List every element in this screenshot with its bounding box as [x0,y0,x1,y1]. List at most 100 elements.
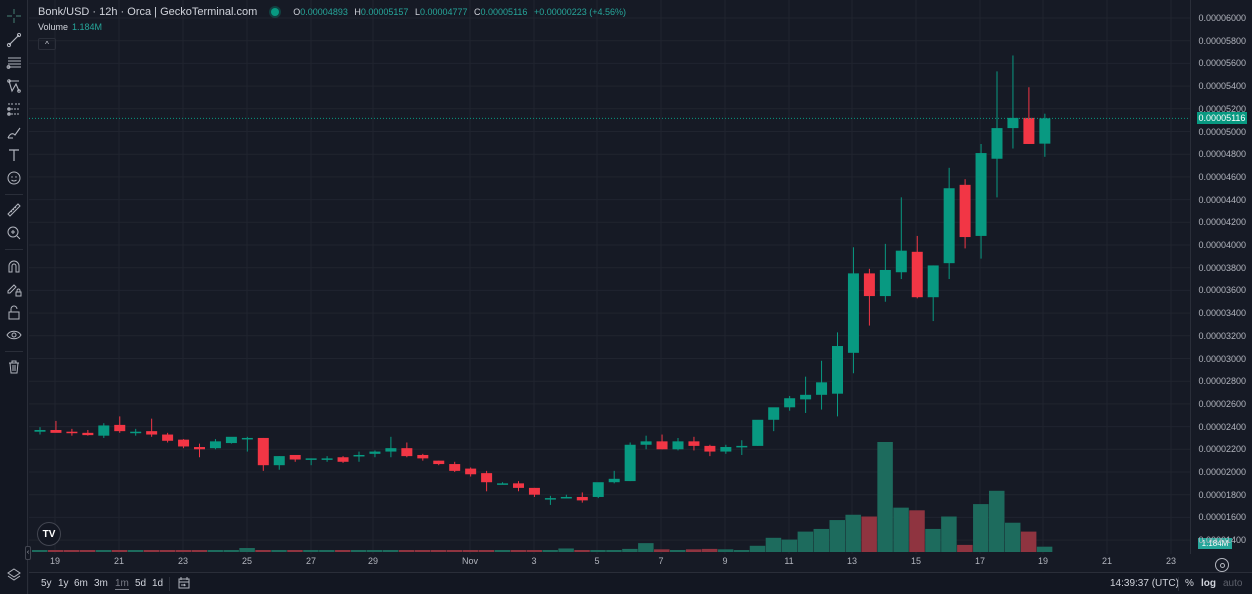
candle[interactable] [943,188,955,264]
candle[interactable] [401,448,413,457]
goto-date-icon[interactable] [177,576,191,594]
symbol-title[interactable]: Bonk/USD · 12h · Orca | GeckoTerminal.co… [38,6,258,18]
eye-icon[interactable] [4,325,24,345]
candle[interactable] [50,430,62,433]
candle[interactable] [528,487,540,495]
candle[interactable] [225,436,237,444]
settings-icon[interactable] [1215,558,1229,572]
candle[interactable] [369,451,381,454]
candle[interactable] [305,458,317,460]
candle[interactable] [353,454,365,457]
candle[interactable] [385,448,397,452]
collapse-toolbar-icon[interactable]: ‹ [25,546,31,560]
candle[interactable] [513,483,524,488]
candle[interactable] [1007,117,1019,129]
candle[interactable] [863,273,875,297]
candle[interactable] [497,483,509,485]
tradingview-logo[interactable]: TV [37,522,61,546]
candle[interactable] [800,394,812,400]
candle[interactable] [481,473,493,483]
range-5y-button[interactable]: 5y [41,578,52,589]
candle[interactable] [465,468,477,475]
candlestick-chart[interactable] [29,0,1190,554]
candle[interactable] [768,407,780,420]
emoji-icon[interactable] [4,168,24,188]
prediction-icon[interactable] [4,99,24,119]
range-3m-button[interactable]: 3m [94,578,108,589]
candle[interactable] [640,441,652,445]
candle[interactable] [417,454,429,459]
candle[interactable] [449,464,461,471]
text-icon[interactable] [4,145,24,165]
candle[interactable] [816,382,828,395]
candle[interactable] [975,153,987,236]
candle[interactable] [736,445,748,448]
candle[interactable] [576,496,588,501]
candle[interactable] [1039,118,1051,144]
candle[interactable] [257,437,269,466]
candle[interactable] [130,431,142,434]
candle[interactable] [241,437,253,440]
candle[interactable] [544,498,556,500]
candle[interactable] [704,445,716,452]
candle[interactable] [560,496,572,499]
crosshair-icon[interactable] [4,6,24,26]
candle[interactable] [289,454,301,460]
magnet-icon[interactable] [4,256,24,276]
brush-icon[interactable] [4,122,24,142]
candle[interactable] [82,432,94,436]
pattern-icon[interactable] [4,76,24,96]
candle[interactable] [608,478,620,483]
candle[interactable] [321,458,333,460]
candle[interactable] [720,447,732,452]
lock-icon[interactable] [4,302,24,322]
candle[interactable] [66,431,78,434]
price-chart[interactable] [29,0,1190,554]
candle[interactable] [959,184,971,238]
log-toggle[interactable]: log [1201,578,1216,589]
candle[interactable] [433,460,445,465]
time-axis[interactable]: 19 21 23 25 27 29 Nov 3 5 7 9 11 13 15 17 19 21 23 [29,554,1190,570]
percent-toggle[interactable]: % [1185,578,1194,589]
ruler-icon[interactable] [4,200,24,220]
candle[interactable] [672,441,684,450]
trash-icon[interactable] [4,357,24,377]
candle[interactable] [784,398,796,408]
utc-clock[interactable]: 14:39:37 (UTC) [1110,578,1179,589]
zoom-in-icon[interactable] [4,223,24,243]
candle[interactable] [879,269,891,297]
candle[interactable] [592,482,604,497]
candle[interactable] [656,441,668,450]
candle[interactable] [991,128,1003,159]
candle[interactable] [114,424,126,432]
candle[interactable] [911,251,923,298]
candle[interactable] [688,441,700,446]
candle[interactable] [927,265,939,298]
range-1y-button[interactable]: 1y [58,578,69,589]
candle[interactable] [337,457,349,462]
candle[interactable] [752,419,764,446]
auto-toggle[interactable]: auto [1223,578,1243,589]
range-1d-button[interactable]: 1d [152,578,164,589]
candle[interactable] [146,431,158,435]
candle[interactable] [162,434,174,441]
fib-retracement-icon[interactable] [4,53,24,73]
price-axis[interactable]: 0.00005116 1.184M 0.00006000 0.00005800 0.… [1190,0,1252,572]
range-5d-button[interactable]: 5d [135,578,147,589]
range-1m-button[interactable]: 1m [115,578,129,590]
range-6m-button[interactable]: 6m [74,578,88,589]
candle[interactable] [98,425,110,436]
lock-drawing-icon[interactable] [4,279,24,299]
layers-icon[interactable] [4,565,24,585]
candle[interactable] [273,456,285,466]
candle[interactable] [1023,117,1035,144]
trend-line-icon[interactable] [4,30,24,50]
candle[interactable] [209,441,221,449]
collapse-legend-button[interactable]: ^ [38,38,56,50]
candle[interactable] [178,439,190,447]
candle[interactable] [34,430,46,432]
candle[interactable] [847,273,859,353]
candle[interactable] [895,250,907,273]
candle[interactable] [624,444,636,482]
candle[interactable] [194,447,205,450]
